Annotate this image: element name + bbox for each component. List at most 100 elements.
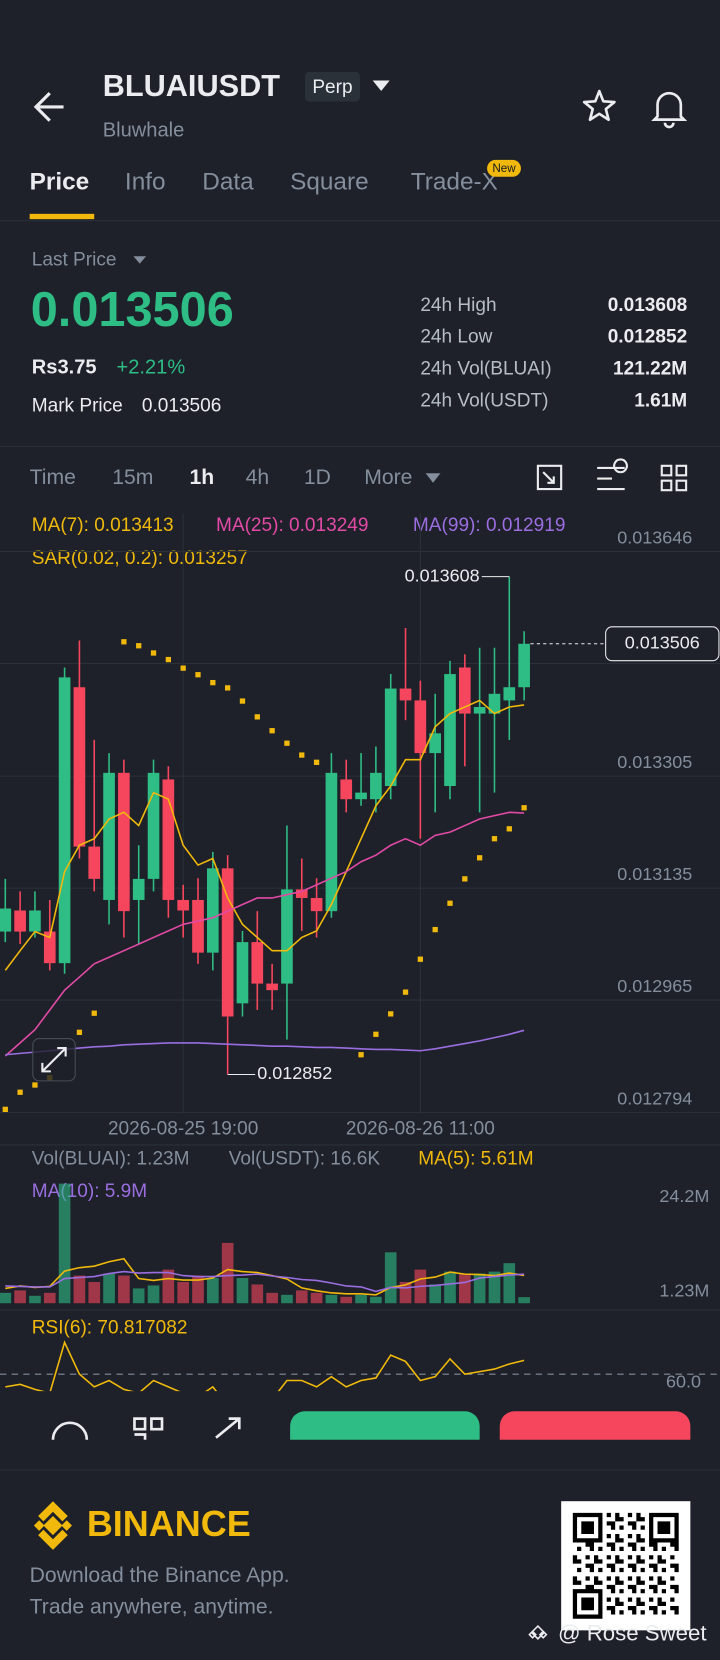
candle-body (518, 643, 530, 688)
sar-dot (195, 672, 201, 678)
candle-body (147, 772, 160, 879)
plot-group (0, 1183, 530, 1304)
sar-dot (447, 900, 453, 906)
candle-body (207, 868, 219, 953)
volume-ma-legend: MA(10): 5.9M (32, 1181, 147, 1202)
volume-bar (429, 1284, 441, 1304)
volume-bar (444, 1271, 456, 1304)
ma-legend: MA(25): 0.013249 (216, 515, 368, 536)
x-tick-label: 2026-08-26 11:00 (346, 1119, 495, 1140)
candle-body (88, 846, 101, 879)
tab[interactable]: Data (202, 169, 254, 196)
sar-dot (121, 639, 127, 645)
symbol-name: Bluwhale (103, 120, 185, 142)
sar-legend: SAR(0.02, 0.2): 0.013257 (32, 548, 248, 569)
trade-button[interactable] (215, 1417, 241, 1439)
volume-tick-label: 1.23M (659, 1281, 709, 1301)
volume-bar (0, 1292, 12, 1304)
volume-bar (207, 1278, 219, 1304)
candle-body (281, 889, 293, 984)
volume-legend: Vol(BLUAI): 1.23M (32, 1148, 190, 1169)
stat-value: 0.012852 (608, 327, 687, 348)
tab[interactable]: Square (290, 169, 369, 196)
candle-body (177, 899, 189, 911)
candle-body (473, 706, 486, 714)
stat-label: 24h Vol(BLUAI) (420, 359, 551, 380)
volume-bar (384, 1252, 397, 1304)
symbol-dropdown[interactable] (372, 80, 390, 92)
interval[interactable]: 15m (112, 466, 153, 489)
tab[interactable]: Trade-X (411, 169, 498, 196)
stat-label: 24h High (420, 295, 496, 316)
long-button[interactable] (290, 1411, 480, 1440)
tab[interactable]: Info (125, 169, 166, 196)
alert-button[interactable] (651, 91, 688, 129)
candle-body (103, 772, 115, 900)
more-caret[interactable] (425, 473, 441, 483)
stat-value: 1.61M (634, 390, 687, 411)
rsi-line (5, 1340, 525, 1392)
interval[interactable]: Time (30, 466, 76, 489)
volume-bar (221, 1242, 234, 1304)
volume-bar (266, 1292, 278, 1304)
mark-price: 0.013506 (142, 396, 221, 417)
ma-line (4, 811, 525, 1057)
sar-dot (491, 836, 498, 842)
candle-body (325, 772, 338, 912)
volume-bar (518, 1297, 530, 1304)
volume-bar (177, 1281, 189, 1304)
candle-body (251, 942, 264, 984)
sar-dot (299, 752, 305, 758)
dropdown-caret[interactable] (133, 256, 147, 264)
volume-bar (340, 1296, 353, 1304)
volume-bar (192, 1275, 204, 1304)
candle-body (399, 688, 412, 701)
interval[interactable]: 1D (304, 466, 331, 489)
sar-dot (388, 1011, 394, 1017)
sar-dot (180, 665, 186, 671)
interval[interactable]: More (364, 466, 412, 489)
sar-dot (269, 728, 275, 734)
interval[interactable]: 1h (190, 466, 215, 489)
candle-body (132, 878, 145, 900)
short-button[interactable] (499, 1411, 691, 1440)
layout-button[interactable] (660, 464, 688, 492)
volume-bar (29, 1295, 41, 1304)
volume-bar (118, 1275, 130, 1304)
indicator-button[interactable] (597, 458, 628, 491)
sar-dot (417, 956, 423, 962)
sar-dot (210, 679, 216, 686)
volume-bar (295, 1290, 308, 1304)
ma-legend: MA(7): 0.013413 (32, 515, 174, 536)
footer-line: Download the Binance App. (30, 1564, 290, 1587)
back-button[interactable] (33, 92, 64, 122)
tab-indicator (29, 213, 95, 220)
last-price: 0.013506 (31, 283, 234, 337)
candle-body (58, 677, 71, 964)
watermark-logo (528, 1624, 548, 1640)
volume-bar (281, 1294, 293, 1304)
volume-bar (132, 1288, 145, 1304)
candle-body (503, 687, 516, 701)
volume-bar (399, 1281, 412, 1304)
sar-dot (506, 826, 512, 832)
interval[interactable]: 4h (246, 466, 270, 489)
sar-dot (313, 759, 320, 765)
stat-value: 121.22M (613, 359, 687, 380)
volume-bar (473, 1273, 486, 1304)
favorite-button[interactable] (582, 89, 616, 122)
more-button[interactable] (51, 1421, 89, 1440)
plot-group (0, 576, 530, 1113)
last-price-box (605, 626, 720, 662)
sar-dot (2, 1106, 8, 1113)
tab[interactable]: Price (30, 169, 90, 196)
grid-button[interactable] (133, 1417, 164, 1440)
chart-tool-button[interactable] (536, 464, 563, 491)
volume-bar (58, 1183, 71, 1304)
sar-dot (358, 1052, 364, 1058)
candle-body (221, 868, 234, 1017)
volume-bar (147, 1285, 160, 1304)
volume-bar (43, 1292, 56, 1304)
badge: Perp (312, 77, 352, 98)
